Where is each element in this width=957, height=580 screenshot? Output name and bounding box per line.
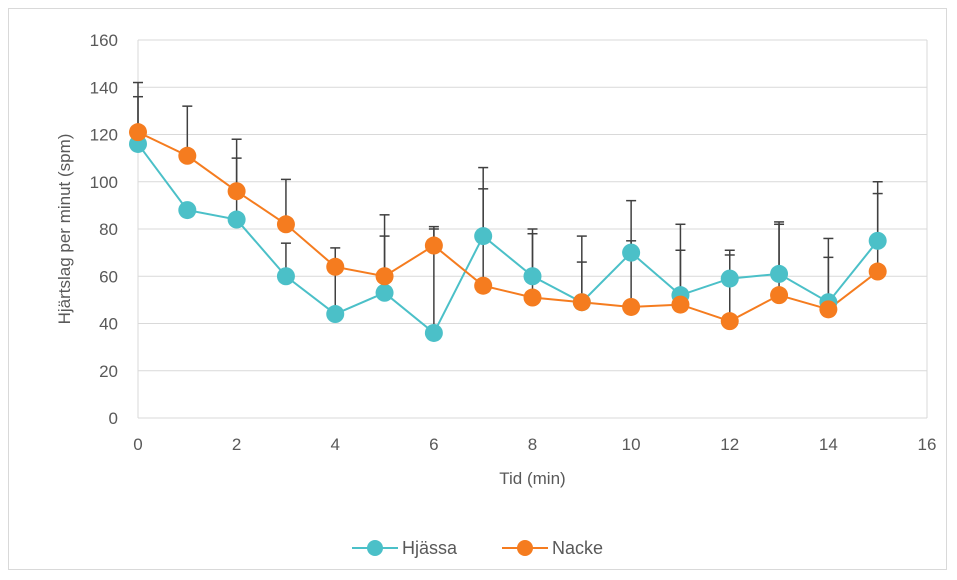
- data-point-nacke: [129, 123, 147, 141]
- data-point-hjassa: [869, 232, 887, 250]
- y-tick-label: 140: [90, 78, 118, 97]
- data-point-hjassa: [770, 265, 788, 283]
- legend: Hjässa Nacke: [352, 538, 603, 558]
- legend-item-nacke: Nacke: [502, 538, 603, 558]
- x-tick-label: 16: [918, 435, 937, 454]
- y-tick-label: 100: [90, 173, 118, 192]
- y-tick-label: 120: [90, 126, 118, 145]
- series: [129, 123, 887, 342]
- x-tick-label: 10: [622, 435, 641, 454]
- data-point-hjassa: [326, 305, 344, 323]
- data-point-nacke: [228, 182, 246, 200]
- data-point-hjassa: [376, 284, 394, 302]
- data-point-hjassa: [178, 201, 196, 219]
- legend-item-hjassa: Hjässa: [352, 538, 458, 558]
- series-line-nacke: [138, 132, 878, 321]
- legend-marker-hjassa: [367, 540, 383, 556]
- data-point-nacke: [770, 286, 788, 304]
- legend-marker-nacke: [517, 540, 533, 556]
- y-axis-title: Hjärtslag per minut (spm): [55, 134, 74, 325]
- axes: 0 20 40 60 80 100 120 140 160 0 2 4 6 8 10 12 14 16: [90, 31, 937, 454]
- data-point-nacke: [671, 296, 689, 314]
- x-tick-label: 8: [528, 435, 537, 454]
- data-point-hjassa: [425, 324, 443, 342]
- data-point-nacke: [376, 267, 394, 285]
- y-tick-label: 80: [99, 220, 118, 239]
- x-tick-label: 6: [429, 435, 438, 454]
- data-point-hjassa: [721, 270, 739, 288]
- data-point-hjassa: [524, 267, 542, 285]
- data-point-nacke: [277, 215, 295, 233]
- y-tick-label: 40: [99, 315, 118, 334]
- x-tick-label: 14: [819, 435, 838, 454]
- data-point-nacke: [819, 300, 837, 318]
- y-tick-label: 0: [109, 409, 118, 428]
- data-point-nacke: [721, 312, 739, 330]
- data-point-nacke: [474, 277, 492, 295]
- y-tick-label: 20: [99, 362, 118, 381]
- x-tick-label: 2: [232, 435, 241, 454]
- y-tick-label: 60: [99, 267, 118, 286]
- x-axis-title: Tid (min): [499, 469, 565, 488]
- x-tick-label: 4: [331, 435, 340, 454]
- data-point-nacke: [573, 293, 591, 311]
- data-point-hjassa: [474, 227, 492, 245]
- data-point-nacke: [178, 147, 196, 165]
- data-point-nacke: [425, 237, 443, 255]
- data-point-hjassa: [622, 244, 640, 262]
- data-point-hjassa: [228, 211, 246, 229]
- data-point-nacke: [326, 258, 344, 276]
- series-line-hjassa: [138, 144, 878, 333]
- x-tick-label: 0: [133, 435, 142, 454]
- legend-label-nacke: Nacke: [552, 538, 603, 558]
- legend-label-hjassa: Hjässa: [402, 538, 458, 558]
- data-point-nacke: [622, 298, 640, 316]
- y-tick-label: 160: [90, 31, 118, 50]
- data-point-hjassa: [277, 267, 295, 285]
- x-tick-label: 12: [720, 435, 739, 454]
- data-point-nacke: [869, 263, 887, 281]
- data-point-nacke: [524, 289, 542, 307]
